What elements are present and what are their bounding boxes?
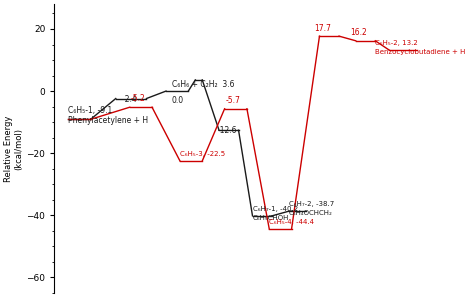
Text: C₆H₅-2, 13.2: C₆H₅-2, 13.2 — [375, 40, 418, 46]
Text: C₆H₆ + C₂H₂  3.6: C₆H₆ + C₂H₂ 3.6 — [172, 80, 234, 89]
Text: 0.0: 0.0 — [172, 96, 184, 105]
Text: C₆H₅CHOH: C₆H₅CHOH — [253, 215, 289, 222]
Text: 17.7: 17.7 — [314, 24, 331, 33]
Text: -5.7: -5.7 — [226, 96, 240, 105]
Text: C₆H₇-2, -38.7: C₆H₇-2, -38.7 — [289, 201, 334, 207]
Text: 16.2: 16.2 — [350, 29, 367, 37]
Y-axis label: Relative Energy
(kcal/mol): Relative Energy (kcal/mol) — [4, 115, 24, 182]
Text: C₆H₅-3, -22.5: C₆H₅-3, -22.5 — [180, 151, 225, 157]
Text: -2.4: -2.4 — [122, 95, 137, 104]
Text: -12.6: -12.6 — [218, 126, 237, 135]
Text: -5.2: -5.2 — [131, 94, 146, 103]
Text: Benzocyclobutadiene + H: Benzocyclobutadiene + H — [375, 49, 465, 55]
Text: C₆H₇-1, -40.2: C₆H₇-1, -40.2 — [253, 206, 298, 212]
Text: Phenylacetylene + H: Phenylacetylene + H — [68, 116, 148, 125]
Text: C₆H₄OCHCH₂: C₆H₄OCHCH₂ — [289, 210, 333, 216]
Text: C₆H₅-4, -44.4: C₆H₅-4, -44.4 — [269, 219, 314, 225]
Text: C₆H₅-1, -9.1: C₆H₅-1, -9.1 — [68, 106, 113, 115]
